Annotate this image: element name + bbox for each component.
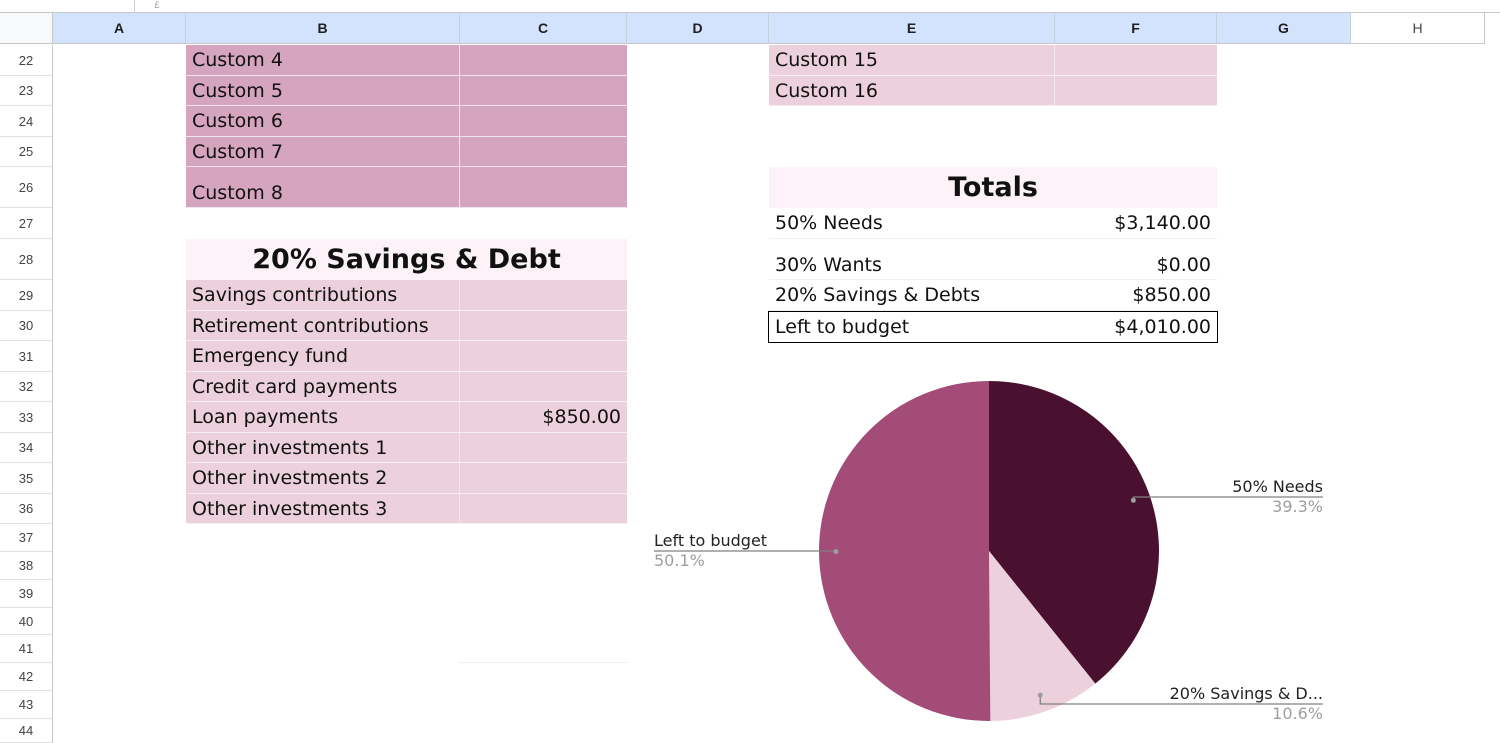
- savings-item-value[interactable]: [460, 494, 627, 524]
- leader-dot: [833, 549, 839, 555]
- pie-slice[interactable]: [989, 551, 1096, 721]
- wants-item-value[interactable]: [460, 137, 627, 167]
- custom-right-value[interactable]: [1055, 45, 1217, 76]
- slice-label: Left to budget: [654, 531, 767, 550]
- savings-item-label[interactable]: Loan payments: [186, 402, 460, 433]
- wants-item-label[interactable]: Custom 7: [186, 137, 460, 167]
- savings-item-value[interactable]: [460, 341, 627, 372]
- row-header-43[interactable]: 43: [0, 691, 53, 719]
- column-header-d[interactable]: D: [627, 13, 769, 44]
- savings-item-value[interactable]: [460, 280, 627, 311]
- row-header-36[interactable]: 36: [0, 494, 53, 524]
- row-header-38[interactable]: 38: [0, 552, 53, 580]
- row-header-33[interactable]: 33: [0, 402, 53, 433]
- wants-item-label[interactable]: Custom 5: [186, 76, 460, 106]
- row-header-37[interactable]: 37: [0, 524, 53, 552]
- row-header-39[interactable]: 39: [0, 580, 53, 608]
- row-header-25[interactable]: 25: [0, 137, 53, 167]
- wants-item-label[interactable]: Custom 8: [186, 167, 460, 208]
- savings-item-value[interactable]: $850.00: [460, 402, 627, 433]
- leader-dot: [1130, 497, 1136, 503]
- savings-item-label[interactable]: Emergency fund: [186, 341, 460, 372]
- row-header-23[interactable]: 23: [0, 76, 53, 106]
- totals-title[interactable]: Totals: [769, 167, 1217, 208]
- wants-item-value[interactable]: [460, 167, 627, 208]
- savings-item-label[interactable]: Other investments 1: [186, 433, 460, 463]
- savings-item-value[interactable]: [460, 311, 627, 341]
- row-header-31[interactable]: 31: [0, 341, 53, 372]
- savings-item-label[interactable]: Retirement contributions: [186, 311, 460, 341]
- row-header-44[interactable]: 44: [0, 719, 53, 743]
- toolbar-hint[interactable]: £: [134, 0, 179, 12]
- select-all-corner[interactable]: [0, 13, 53, 44]
- slice-label: 50% Needs: [1232, 477, 1323, 496]
- column-header-e[interactable]: E: [769, 13, 1055, 44]
- totals-value[interactable]: $4,010.00: [1114, 316, 1211, 338]
- totals-label[interactable]: Left to budget: [775, 316, 910, 338]
- pie-slice[interactable]: [989, 381, 1159, 684]
- slice-percent: 10.6%: [1272, 704, 1323, 723]
- totals-value[interactable]: $3,140.00: [1055, 208, 1217, 239]
- totals-label[interactable]: 30% Wants: [769, 239, 1055, 280]
- row-header-34[interactable]: 34: [0, 433, 53, 463]
- totals-value[interactable]: $0.00: [1055, 239, 1217, 280]
- divider: [458, 662, 628, 663]
- row-header-29[interactable]: 29: [0, 280, 53, 311]
- row-header-22[interactable]: 22: [0, 45, 53, 76]
- custom-right-label[interactable]: Custom 16: [769, 76, 1055, 106]
- column-header-f[interactable]: F: [1055, 13, 1217, 44]
- custom-right-value[interactable]: [1055, 76, 1217, 106]
- leader-line: [1039, 695, 1323, 705]
- savings-item-label[interactable]: Savings contributions: [186, 280, 460, 311]
- wants-item-value[interactable]: [460, 106, 627, 137]
- row-header-32[interactable]: 32: [0, 372, 53, 402]
- custom-right-label[interactable]: Custom 15: [769, 45, 1055, 76]
- column-header-g[interactable]: G: [1217, 13, 1351, 44]
- savings-item-label[interactable]: Other investments 3: [186, 494, 460, 524]
- row-header-42[interactable]: 42: [0, 663, 53, 691]
- savings-section-title[interactable]: 20% Savings & Debt: [186, 239, 627, 280]
- leader-dot: [1037, 692, 1043, 698]
- column-header-h[interactable]: H: [1351, 13, 1485, 44]
- row-header-30[interactable]: 30: [0, 311, 53, 341]
- totals-label[interactable]: 20% Savings & Debts: [769, 280, 1055, 311]
- savings-item-label[interactable]: Other investments 2: [186, 463, 460, 494]
- slice-label: 20% Savings & D...: [1170, 684, 1323, 703]
- toolbar-strip: £: [0, 0, 1500, 13]
- wants-item-value[interactable]: [460, 76, 627, 106]
- slice-percent: 50.1%: [654, 551, 705, 570]
- row-header-27[interactable]: 27: [0, 208, 53, 239]
- row-header-41[interactable]: 41: [0, 635, 53, 663]
- column-header-c[interactable]: C: [460, 13, 627, 44]
- slice-percent: 39.3%: [1272, 497, 1323, 516]
- row-header-40[interactable]: 40: [0, 608, 53, 635]
- totals-value[interactable]: $850.00: [1055, 280, 1217, 311]
- row-header-24[interactable]: 24: [0, 106, 53, 137]
- wants-item-label[interactable]: Custom 4: [186, 45, 460, 76]
- pie-slice[interactable]: [818, 381, 991, 722]
- wants-item-value[interactable]: [460, 45, 627, 76]
- savings-item-label[interactable]: Credit card payments: [186, 372, 460, 402]
- totals-label[interactable]: 50% Needs: [769, 208, 1055, 239]
- row-header-35[interactable]: 35: [0, 463, 53, 494]
- column-header-b[interactable]: B: [186, 13, 460, 44]
- wants-item-label[interactable]: Custom 6: [186, 106, 460, 137]
- savings-item-value[interactable]: [460, 463, 627, 494]
- left-to-budget-box: [768, 311, 1218, 343]
- row-header-26[interactable]: 26: [0, 167, 53, 208]
- savings-item-value[interactable]: [460, 372, 627, 402]
- row-header-28[interactable]: 28: [0, 239, 53, 280]
- savings-item-value[interactable]: [460, 433, 627, 463]
- column-header-a[interactable]: A: [53, 13, 186, 44]
